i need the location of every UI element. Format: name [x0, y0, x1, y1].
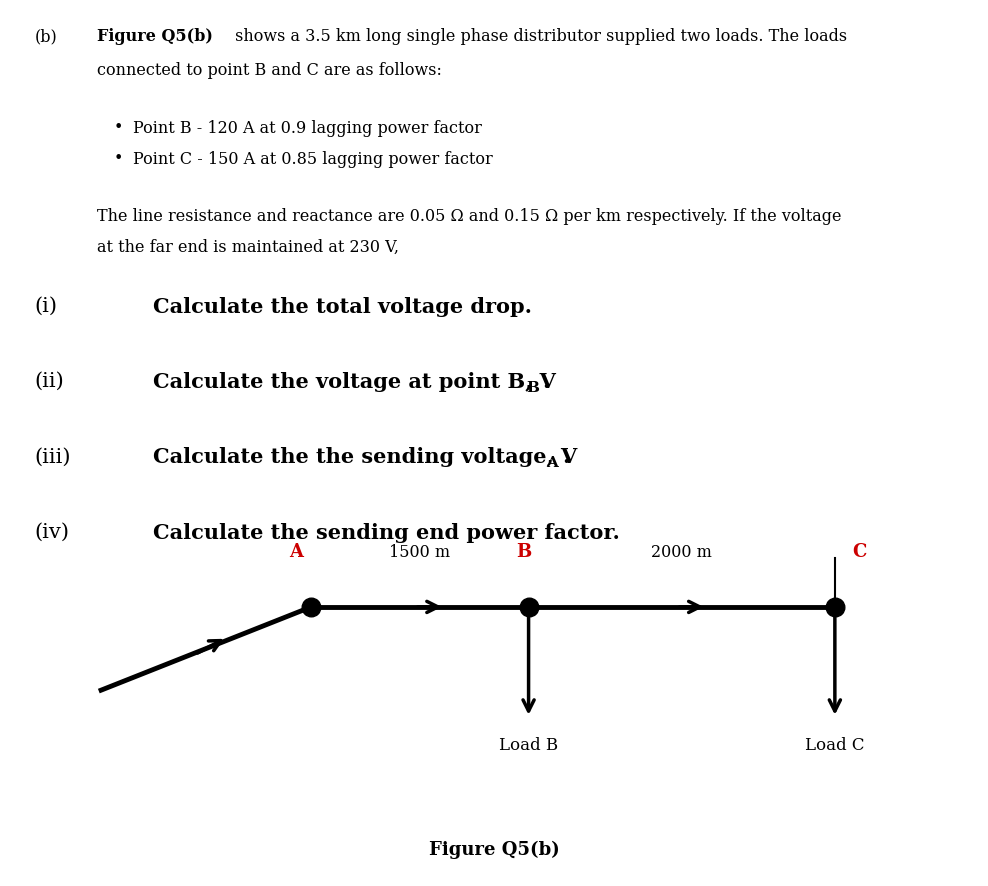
Text: 2000 m: 2000 m	[651, 544, 712, 561]
Text: •: •	[114, 120, 123, 135]
Text: B: B	[527, 381, 539, 395]
Text: Calculate the the sending voltage, V: Calculate the the sending voltage, V	[153, 447, 577, 468]
Text: Figure Q5(b): Figure Q5(b)	[429, 841, 559, 859]
Text: C: C	[853, 543, 866, 561]
Text: connected to point B and C are as follows:: connected to point B and C are as follow…	[97, 62, 442, 79]
Text: Point C - 150 A at 0.85 lagging power factor: Point C - 150 A at 0.85 lagging power fa…	[133, 151, 493, 167]
Text: A: A	[546, 456, 558, 470]
Text: A: A	[289, 543, 303, 561]
Text: Load C: Load C	[805, 737, 864, 754]
Text: B: B	[516, 543, 532, 561]
Text: (i): (i)	[35, 297, 57, 315]
Text: Point B - 120 A at 0.9 lagging power factor: Point B - 120 A at 0.9 lagging power fac…	[133, 120, 482, 136]
Text: Calculate the voltage at point B, V: Calculate the voltage at point B, V	[153, 372, 556, 392]
Text: Calculate the sending end power factor.: Calculate the sending end power factor.	[153, 523, 620, 543]
Point	[521, 600, 536, 614]
Text: (b): (b)	[35, 28, 57, 45]
Text: .: .	[542, 372, 549, 392]
Text: Calculate the total voltage drop.: Calculate the total voltage drop.	[153, 297, 533, 317]
Text: .: .	[562, 447, 569, 468]
Point	[827, 600, 843, 614]
Text: (iv): (iv)	[35, 523, 69, 541]
Text: 1500 m: 1500 m	[389, 544, 451, 561]
Text: (iii): (iii)	[35, 447, 71, 466]
Text: Figure Q5(b): Figure Q5(b)	[97, 28, 212, 45]
Text: Load B: Load B	[499, 737, 558, 754]
Point	[303, 600, 319, 614]
Text: at the far end is maintained at 230 V,: at the far end is maintained at 230 V,	[97, 239, 399, 256]
Text: (ii): (ii)	[35, 372, 64, 391]
Text: shows a 3.5 km long single phase distributor supplied two loads. The loads: shows a 3.5 km long single phase distrib…	[230, 28, 848, 45]
Text: •: •	[114, 151, 123, 166]
Text: The line resistance and reactance are 0.05 Ω and 0.15 Ω per km respectively. If : The line resistance and reactance are 0.…	[97, 208, 842, 225]
